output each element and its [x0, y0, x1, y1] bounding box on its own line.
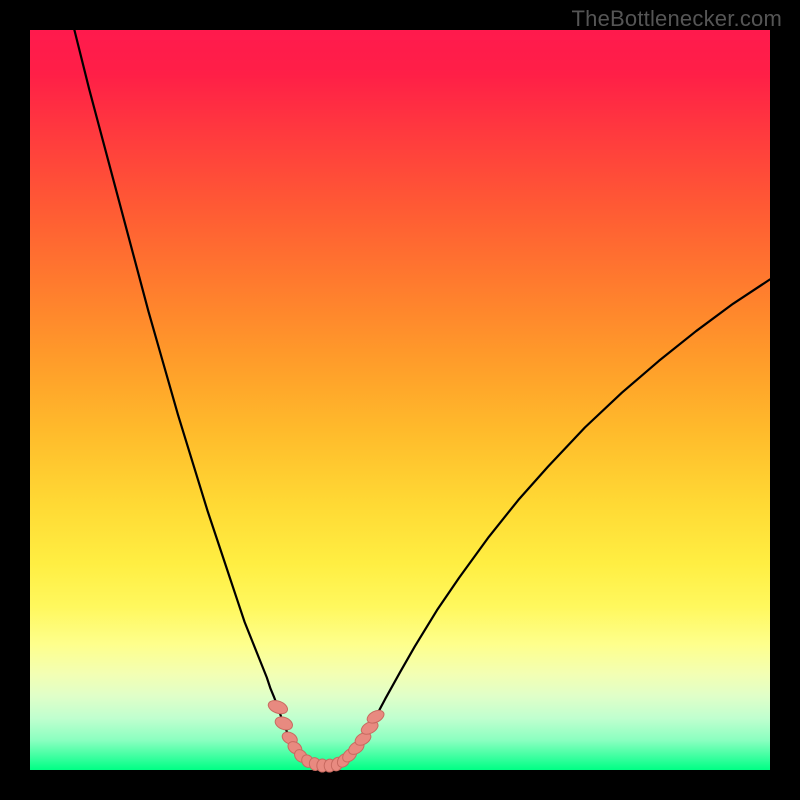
chart-svg [0, 0, 800, 800]
chart-frame: TheBottlenecker.com [0, 0, 800, 800]
watermark-text: TheBottlenecker.com [572, 6, 782, 32]
chart-plot-area [30, 30, 770, 770]
